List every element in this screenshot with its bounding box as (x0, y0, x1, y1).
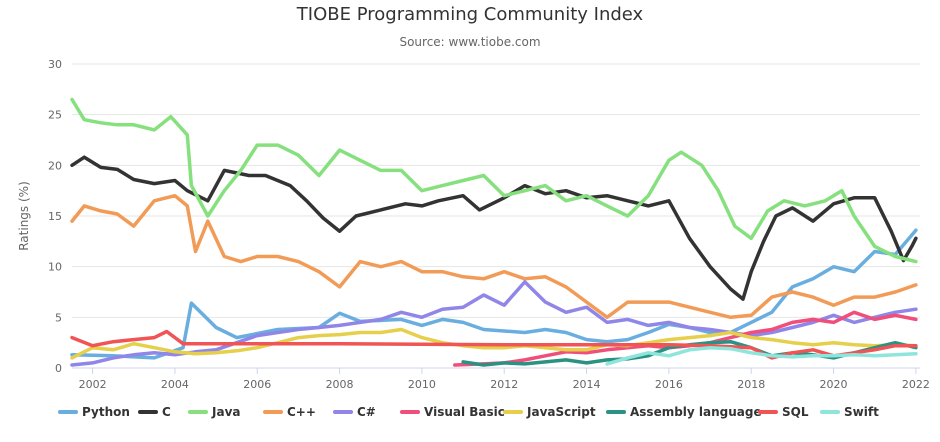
y-tick-label: 30 (48, 58, 62, 71)
legend-label: Assembly language (630, 405, 762, 419)
series-line-javascript[interactable] (70, 327, 918, 360)
x-tick-label: 2002 (79, 378, 107, 391)
x-tick-label: 2014 (573, 378, 601, 391)
chart-subtitle: Source: www.tiobe.com (399, 35, 540, 49)
y-tick-label: 20 (48, 159, 62, 172)
x-tick-label: 2018 (737, 378, 765, 391)
y-tick-label: 15 (48, 210, 62, 223)
x-axis-ticks: 2002 2004 2006 2008 2010 2012 2014 2016 2018 2020… (79, 368, 930, 391)
series-line-python[interactable] (70, 228, 918, 360)
legend-item-c-[interactable]: C++ (263, 405, 316, 419)
legend-label: Visual Basic (424, 405, 505, 419)
legend-label: C++ (287, 405, 316, 419)
x-tick-label: 2016 (655, 378, 683, 391)
legend-label: C (162, 405, 171, 419)
y-tick-label: 0 (55, 362, 62, 375)
legend-item-visual-basic[interactable]: Visual Basic (400, 405, 505, 419)
series-line-swift[interactable] (605, 345, 918, 366)
chart-title: TIOBE Programming Community Index (296, 4, 644, 25)
series-line-c-[interactable] (70, 280, 918, 367)
legend-item-java[interactable]: Java (188, 405, 240, 419)
y-axis-label: Ratings (%) (17, 181, 31, 251)
legend-label: Java (211, 405, 240, 419)
y-tick-label: 10 (48, 261, 62, 274)
legend-label: C# (357, 405, 376, 419)
legend-item-python[interactable]: Python (58, 405, 130, 419)
legend-item-javascript[interactable]: JavaScript (503, 405, 596, 419)
legend-label: Swift (844, 405, 879, 419)
x-tick-label: 2008 (326, 378, 354, 391)
x-tick-label: 2006 (243, 378, 271, 391)
legend-item-swift[interactable]: Swift (820, 405, 879, 419)
legend-label: SQL (782, 405, 809, 419)
y-tick-label: 5 (55, 311, 62, 324)
legend-item-assembly-language[interactable]: Assembly language (606, 405, 762, 419)
series-line-c-[interactable] (70, 193, 918, 320)
x-tick-label: 2012 (490, 378, 518, 391)
legend[interactable]: Python C Java C++ C# Visual Basic JavaScript As… (58, 405, 879, 419)
legend-item-sql[interactable]: SQL (758, 405, 809, 419)
y-axis-ticks: 0 5 10 15 20 25 30 (48, 58, 62, 375)
series-lines (70, 97, 918, 367)
gridlines (72, 63, 920, 369)
legend-label: Python (82, 405, 130, 419)
x-tick-label: 2020 (820, 378, 848, 391)
series-line-c[interactable] (70, 155, 918, 301)
legend-item-c[interactable]: C (138, 405, 171, 419)
x-tick-label: 2004 (161, 378, 189, 391)
x-tick-label: 2010 (408, 378, 436, 391)
legend-item-c-[interactable]: C# (333, 405, 376, 419)
series-line-java[interactable] (70, 97, 918, 264)
y-tick-label: 25 (48, 109, 62, 122)
legend-label: JavaScript (526, 405, 596, 419)
x-tick-label: 2022 (902, 378, 930, 391)
